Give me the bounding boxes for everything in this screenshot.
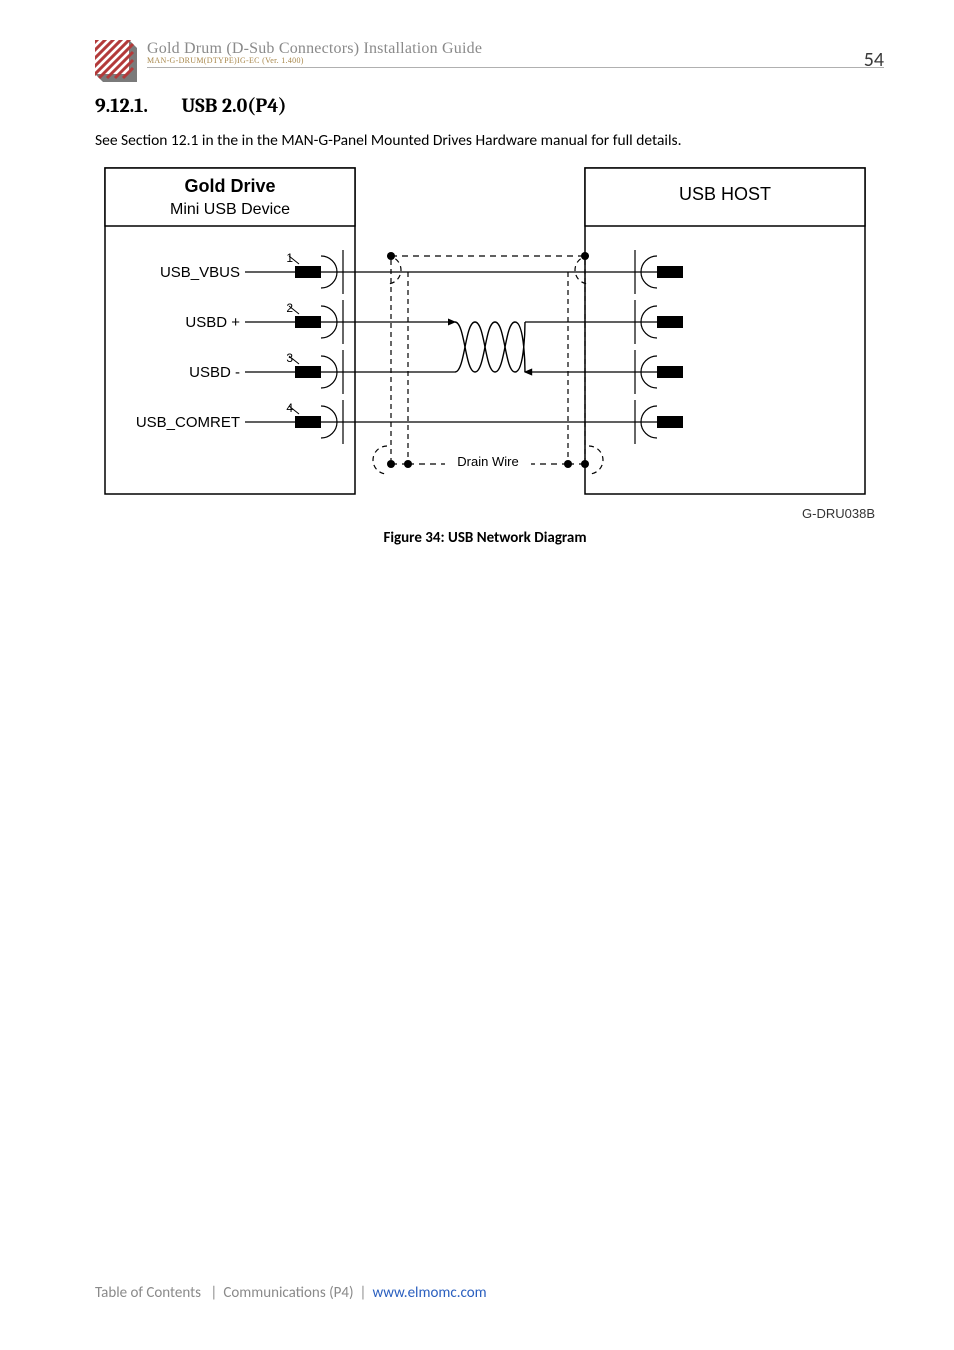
page-number: 54 — [864, 48, 884, 72]
section-number: 9.12.1. — [95, 94, 177, 117]
section-title: USB 2.0(P4) — [181, 94, 286, 117]
drain-wire-label: Drain Wire — [457, 454, 518, 469]
left-clamp-icon — [373, 252, 412, 474]
left-title-bold: Gold Drive — [184, 176, 275, 196]
section-heading: 9.12.1. USB 2.0(P4) — [95, 94, 884, 117]
figure-usb-network: Gold Drive Mini USB Device USB HOST — [95, 164, 875, 547]
document-version: MAN-G-DRUM(DTYPE)IG-EC (Ver. 1.400) — [147, 56, 884, 65]
signal-label-2: USBD + — [185, 314, 240, 331]
signal-label-1: USB_VBUS — [160, 264, 240, 281]
footer-sep-2: | — [360, 1284, 367, 1302]
left-title-sub: Mini USB Device — [170, 201, 290, 218]
twisted-pair-icon — [455, 322, 525, 372]
signal-label-3: USBD - — [189, 364, 240, 381]
signal-label-4: USB_COMRET — [136, 414, 240, 431]
footer-link[interactable]: www.elmomc.com — [372, 1284, 486, 1302]
footer-section[interactable]: Communications (P4) — [223, 1284, 353, 1302]
usb-network-diagram: Gold Drive Mini USB Device USB HOST — [95, 164, 875, 502]
page-footer: Table of Contents | Communications (P4) | w… — [95, 1284, 487, 1302]
elmo-logo-icon — [95, 40, 137, 82]
body-paragraph: See Section 12.1 in the in the MAN-G-Pan… — [95, 131, 884, 150]
footer-sep-1: | — [210, 1284, 217, 1302]
figure-code: G-DRU038B — [95, 506, 875, 521]
document-header: Gold Drum (D-Sub Connectors) Installatio… — [95, 40, 884, 82]
right-title: USB HOST — [679, 184, 771, 204]
figure-caption: Figure 34: USB Network Diagram — [95, 529, 875, 547]
footer-toc[interactable]: Table of Contents — [95, 1284, 201, 1302]
